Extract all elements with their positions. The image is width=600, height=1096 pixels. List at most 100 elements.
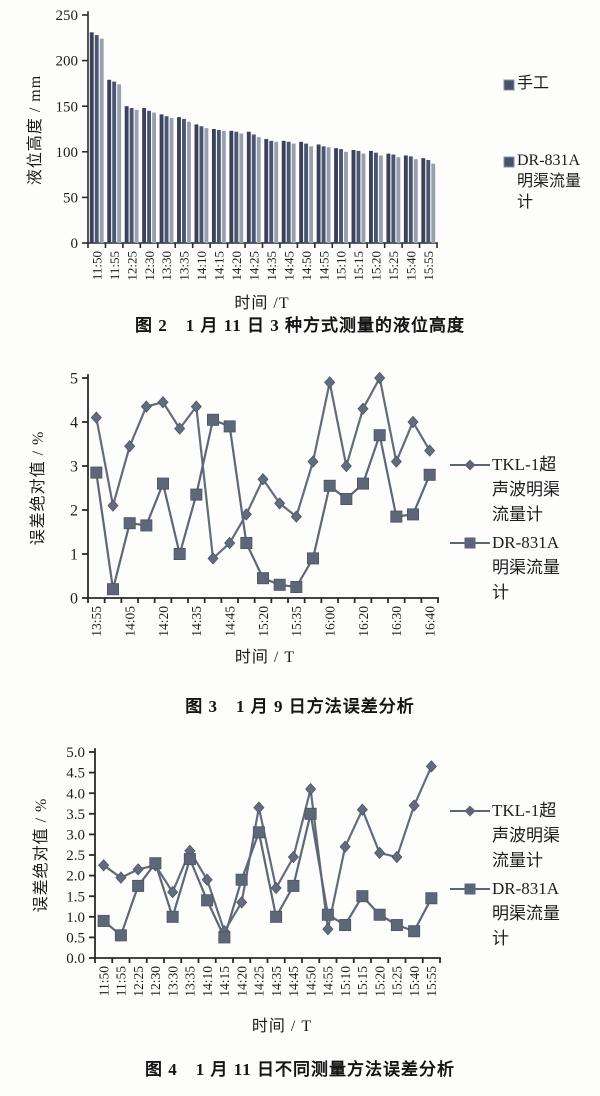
square-marker <box>373 908 386 921</box>
diamond-marker <box>391 850 403 864</box>
fig4-legend-item-dr831a: DR-831A明渠流量计 <box>450 876 572 951</box>
x-tick-label: 15:10 <box>338 966 353 997</box>
x-tick-label: 15:20 <box>372 966 387 997</box>
diamond-marker <box>290 510 302 523</box>
bar <box>251 134 256 243</box>
bar <box>239 133 244 243</box>
x-tick-label: 14:15 <box>217 966 232 997</box>
square-marker <box>140 519 153 532</box>
x-tick-label: 15:55 <box>421 251 436 281</box>
diamond-marker <box>287 850 299 864</box>
square-marker <box>183 853 196 866</box>
diamond-marker <box>236 896 248 909</box>
bar <box>309 146 314 243</box>
bar <box>216 129 221 243</box>
series-line-1 <box>95 418 431 590</box>
square-marker <box>223 420 236 433</box>
square-marker <box>156 477 169 490</box>
x-tick-label: 16:00 <box>323 606 338 637</box>
square-marker <box>270 910 283 923</box>
diamond-marker <box>307 455 319 468</box>
bar <box>229 130 234 243</box>
bar-series-2 <box>99 38 436 244</box>
bar <box>99 38 104 244</box>
diamond-marker <box>190 400 202 413</box>
square-marker <box>390 919 403 932</box>
square-marker <box>97 914 110 927</box>
diamond-marker <box>356 803 368 816</box>
bar <box>147 110 152 243</box>
bar <box>187 121 191 243</box>
bar <box>269 140 274 243</box>
diamond-marker <box>132 863 144 876</box>
bar <box>117 84 122 243</box>
x-tick-label: 14:45 <box>281 251 296 281</box>
series-markers-0 <box>90 371 436 565</box>
y-tick-label: 4.5 <box>66 766 85 782</box>
y-tick-label: 3 <box>70 458 78 475</box>
bar-series-1 <box>94 35 431 244</box>
square-marker <box>408 925 421 938</box>
y-tick-label: 0.5 <box>66 931 85 947</box>
fig3-x-axis-title: 时间 / T <box>234 649 296 666</box>
square-marker <box>423 468 436 481</box>
bar <box>396 157 401 243</box>
x-tick-label: 14:45 <box>223 606 238 637</box>
diamond-marker <box>357 402 369 416</box>
x-tick-label: 14:55 <box>321 966 336 997</box>
bar <box>112 81 117 243</box>
diamond-marker <box>274 497 286 510</box>
fig3-y-axis-title: 误差绝对值 / % <box>30 430 47 546</box>
bar <box>234 131 239 243</box>
square-marker <box>123 517 136 530</box>
bar <box>421 158 426 243</box>
fig2-legend-label-dr831a: DR-831A明渠流量计 <box>517 152 582 211</box>
bar <box>431 163 436 243</box>
square-marker <box>304 807 317 820</box>
x-tick-label: 15:55 <box>424 966 439 997</box>
square-marker <box>425 892 438 905</box>
square-marker <box>290 581 303 594</box>
fig2-x-axis-title: 时间 /T <box>234 295 290 312</box>
axes <box>87 374 439 599</box>
fig3-plot: 0 1 2 3 4 5 13:55 14:05 14:20 14:35 14:45 15:20 15:3… <box>70 370 439 637</box>
bar <box>211 129 216 243</box>
x-tick-label: 11:50 <box>89 251 104 280</box>
bar <box>164 116 169 243</box>
square-marker <box>287 879 300 892</box>
x-tick-label: 15:25 <box>386 251 401 281</box>
bar <box>142 108 147 244</box>
square-marker <box>166 910 179 923</box>
square-marker <box>273 578 286 591</box>
line-square-legend-icon <box>450 537 490 549</box>
square-marker <box>373 429 386 442</box>
bar <box>361 153 366 243</box>
x-tick-label: 14:25 <box>252 966 267 997</box>
x-tick-label: 14:35 <box>264 251 279 281</box>
fig3-caption: 图 3 1 月 9 日方法误差分析 <box>185 697 415 716</box>
square-marker <box>256 572 269 585</box>
y-tick-label: 4 <box>70 414 78 431</box>
bar <box>291 143 296 243</box>
axes <box>87 11 438 244</box>
fig2-legend-item-manual: 手工 <box>503 73 581 94</box>
x-tick-label: 16:20 <box>356 606 371 637</box>
x-tick-label: 14:20 <box>229 251 244 281</box>
bar <box>321 146 326 243</box>
fig4-legend-label-dr831a: DR-831A明渠流量计 <box>492 879 560 948</box>
diamond-marker <box>339 840 351 853</box>
diamond-marker <box>408 799 420 812</box>
diamond-marker <box>174 422 186 435</box>
square-marker <box>201 894 214 907</box>
x-tick-label: 15:20 <box>369 251 384 281</box>
square-marker <box>206 413 219 426</box>
x-tick-label: 12:30 <box>142 251 157 281</box>
bar <box>124 106 129 243</box>
y-tick-label: 1.5 <box>66 889 85 905</box>
square-marker <box>149 857 162 870</box>
bar <box>369 150 373 243</box>
square-marker <box>173 548 186 561</box>
bar <box>199 126 204 243</box>
